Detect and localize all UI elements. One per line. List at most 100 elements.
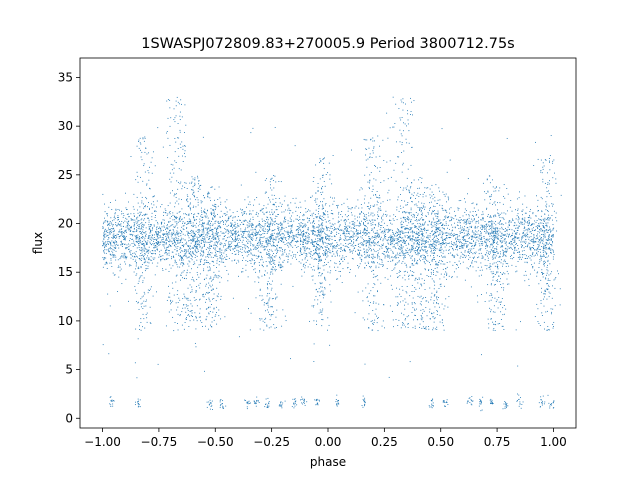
data-point — [282, 248, 283, 250]
data-point — [305, 235, 307, 237]
data-point — [473, 247, 475, 249]
data-point — [515, 209, 516, 211]
data-point — [181, 208, 183, 210]
data-point — [349, 226, 351, 228]
data-point — [478, 275, 480, 277]
data-point — [172, 212, 174, 214]
data-point — [517, 209, 519, 211]
data-point — [232, 249, 234, 251]
data-point — [290, 210, 292, 212]
data-point — [437, 230, 439, 232]
data-point — [221, 253, 222, 255]
data-point — [295, 218, 297, 220]
data-point — [263, 236, 265, 238]
data-point — [166, 253, 168, 255]
data-point — [503, 251, 505, 253]
data-point — [466, 245, 468, 247]
data-point — [432, 234, 434, 236]
data-point — [344, 228, 345, 230]
data-point — [550, 230, 552, 232]
data-point — [281, 203, 283, 205]
data-point — [406, 247, 408, 249]
data-point — [188, 218, 190, 220]
data-point — [439, 232, 441, 234]
data-point — [217, 221, 219, 223]
data-point — [505, 242, 507, 244]
data-point — [390, 222, 392, 224]
data-point — [465, 210, 467, 212]
data-point — [491, 256, 493, 258]
data-point — [389, 229, 391, 231]
data-point — [174, 245, 176, 247]
data-point — [145, 227, 147, 229]
data-point — [244, 228, 246, 230]
data-point — [237, 223, 239, 225]
data-point — [529, 255, 531, 256]
data-point — [226, 237, 228, 239]
data-point — [307, 237, 309, 239]
data-point — [470, 242, 472, 244]
data-point — [535, 215, 537, 217]
data-point — [293, 235, 295, 237]
data-point — [302, 231, 304, 232]
data-point — [153, 244, 155, 246]
data-point — [285, 221, 286, 223]
data-point — [240, 233, 242, 235]
data-point — [174, 219, 176, 221]
data-point — [102, 240, 104, 242]
data-point — [439, 230, 441, 232]
data-point — [209, 241, 211, 243]
data-point — [433, 222, 435, 224]
data-point — [185, 243, 187, 245]
data-point — [121, 220, 123, 222]
data-point — [294, 241, 296, 242]
data-point — [206, 234, 208, 236]
data-point — [256, 197, 258, 198]
data-point — [542, 225, 544, 227]
data-point — [221, 255, 223, 257]
data-point — [187, 250, 189, 252]
data-point — [551, 244, 553, 246]
data-point — [174, 215, 175, 217]
data-point — [347, 210, 349, 212]
data-point — [318, 233, 320, 235]
data-point — [325, 253, 326, 255]
data-point — [120, 244, 122, 246]
data-point — [389, 215, 391, 217]
data-point — [281, 254, 283, 256]
data-point — [422, 196, 424, 198]
data-point — [122, 213, 124, 214]
data-point — [391, 256, 393, 258]
data-point — [297, 228, 299, 230]
data-point — [259, 226, 261, 228]
data-point — [247, 234, 249, 236]
data-point — [485, 245, 487, 246]
data-point — [271, 220, 273, 222]
data-point — [255, 213, 257, 215]
data-point — [257, 243, 258, 244]
data-point — [358, 249, 360, 251]
data-point — [278, 231, 280, 233]
data-point — [315, 234, 317, 236]
data-point — [471, 221, 473, 223]
data-point — [352, 236, 354, 238]
data-point — [273, 262, 275, 264]
data-point — [164, 208, 166, 210]
data-point — [110, 245, 112, 247]
data-point — [300, 248, 302, 250]
data-point — [234, 251, 236, 253]
data-point — [454, 226, 456, 228]
data-point — [551, 215, 553, 216]
data-point — [269, 243, 271, 245]
data-point — [169, 250, 170, 252]
data-point — [216, 230, 218, 232]
data-point — [322, 224, 324, 226]
data-point — [467, 252, 469, 253]
data-point — [304, 223, 306, 225]
data-point — [353, 224, 355, 226]
data-point — [219, 226, 221, 228]
data-point — [386, 268, 388, 270]
data-point — [109, 225, 111, 227]
data-point — [414, 225, 416, 227]
data-point — [442, 233, 444, 235]
